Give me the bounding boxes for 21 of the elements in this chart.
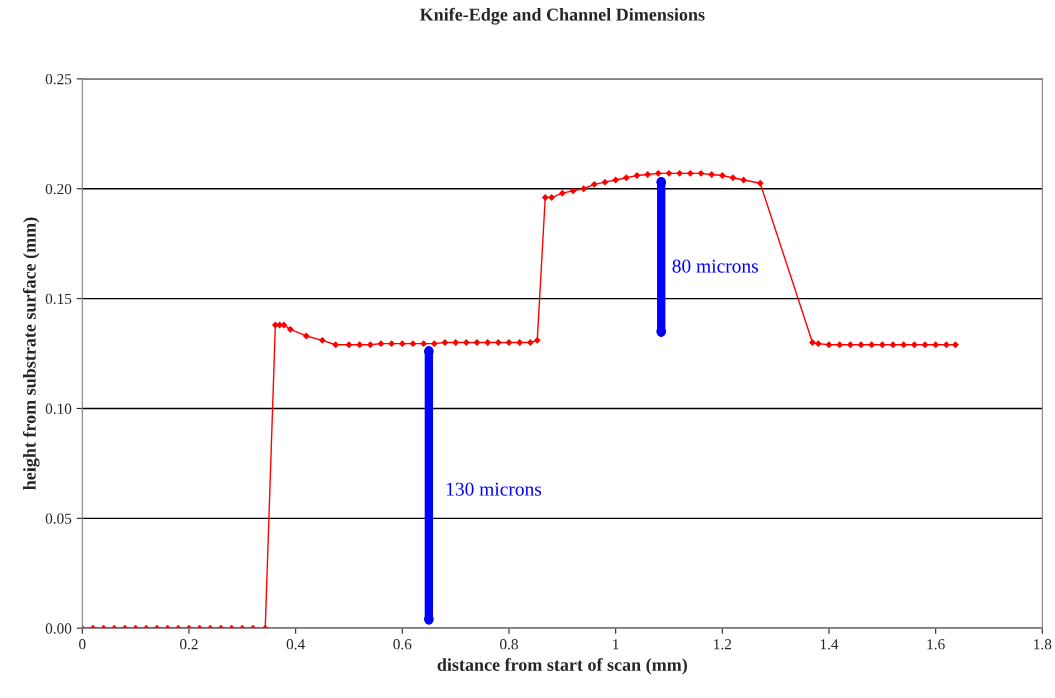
y-tick-label: 0.25 [45,74,72,85]
x-tick-label: 1.8 [1034,639,1052,650]
annotation: 80 microns [672,259,759,273]
x-tick-label: 0.8 [500,639,518,650]
x-tick-label: 1.4 [820,639,839,650]
x-tick-label: 0.4 [286,639,305,650]
x-tick-label: 1 [613,639,619,650]
x-tick-label: 0.2 [180,639,198,650]
y-tick-label: 0.05 [45,513,72,524]
x-tick-label: 0 [79,639,86,650]
x-tick-label: 1.6 [927,639,945,650]
annotation: 130 microns [446,482,542,496]
x-tick-label: 1.2 [714,639,732,650]
y-tick-label: 0.15 [45,293,72,305]
y-axis-title: height from substrate surface (mm) [22,217,40,490]
chart-title: Knife-Edge and Channel Dimensions [419,7,705,25]
y-tick-label: 0.00 [45,623,72,634]
x-axis-title: distance from start of scan (mm) [437,658,687,675]
y-tick-label: 0.20 [45,183,72,195]
x-tick-label: 0.6 [393,639,412,650]
y-tick-label: 0.10 [45,403,72,414]
